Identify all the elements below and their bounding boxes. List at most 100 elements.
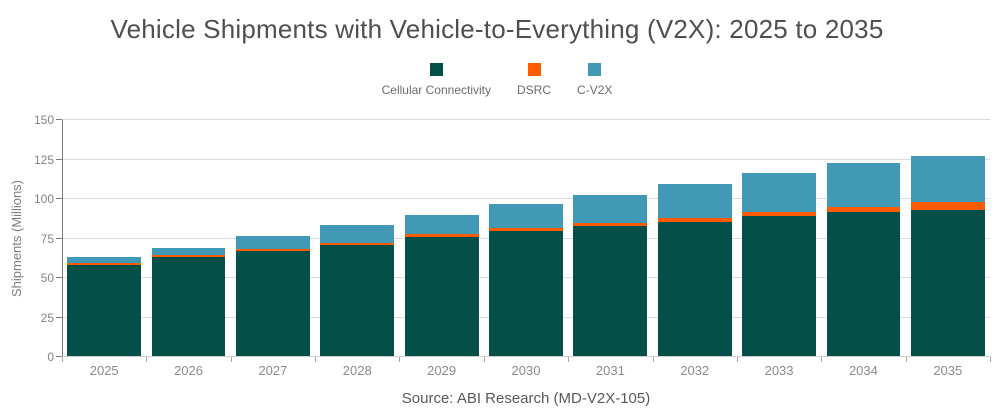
bar-segment-2030-c-v2x[interactable]: [489, 204, 563, 228]
y-tick-label-0: 0: [47, 350, 54, 364]
bar-segment-2031-cellular-connectivity[interactable]: [573, 225, 648, 357]
y-tick-label-125: 125: [33, 152, 54, 167]
y-axis-tick-labels: 0 25 50 75 100 125 150: [0, 113, 54, 364]
legend-item-dsrc[interactable]: DSRC: [517, 63, 551, 97]
bar-segment-2027-c-v2x[interactable]: [235, 236, 310, 249]
legend-item-cellular-connectivity[interactable]: Cellular Connectivity: [382, 63, 491, 97]
y-tick-label-75: 75: [40, 231, 54, 246]
bar-2033[interactable]: [742, 120, 816, 357]
bar-segment-2032-cellular-connectivity[interactable]: [657, 221, 732, 357]
legend-swatch-icon: [527, 63, 541, 76]
bar-segment-2028-dsrc[interactable]: [320, 242, 395, 245]
bar-2028[interactable]: [320, 120, 395, 357]
bar-segment-2029-cellular-connectivity[interactable]: [404, 236, 479, 357]
bar-slot-2027: [231, 120, 315, 357]
x-axis-category-labels: 2025 2026 2027 2028 2029 2030 2031 2032 2033 2034…: [62, 363, 990, 378]
bar-segment-2033-cellular-connectivity[interactable]: [742, 216, 816, 357]
x-category-label-2030: 2030: [511, 363, 541, 378]
bar-segment-2026-dsrc[interactable]: [151, 254, 226, 257]
x-category-label-2031: 2031: [595, 363, 625, 378]
y-tick-25: [56, 316, 62, 318]
bar-2031[interactable]: [573, 120, 648, 357]
bar-2025[interactable]: [67, 120, 142, 357]
bar-slot-2035: [906, 120, 990, 357]
bar-segment-2028-c-v2x[interactable]: [320, 225, 395, 243]
bar-segment-2032-dsrc[interactable]: [657, 217, 732, 222]
legend-label: C-V2X: [577, 83, 613, 97]
bar-segment-2030-cellular-connectivity[interactable]: [489, 230, 563, 357]
bar-segment-2031-c-v2x[interactable]: [573, 195, 648, 223]
bar-segment-2028-cellular-connectivity[interactable]: [320, 244, 395, 357]
x-tick-8: [736, 357, 738, 362]
gridline-150: [62, 119, 990, 120]
bar-segment-2026-c-v2x[interactable]: [151, 248, 226, 255]
bar-segment-2027-cellular-connectivity[interactable]: [235, 250, 310, 357]
bar-slot-2026: [146, 120, 230, 357]
x-tick-7: [652, 357, 654, 362]
x-tick-1: [146, 357, 148, 362]
bar-segment-2030-dsrc[interactable]: [489, 227, 563, 231]
bar-segment-2025-dsrc[interactable]: [67, 262, 142, 265]
x-category-label-2025: 2025: [89, 363, 119, 378]
bar-slot-2029: [399, 120, 483, 357]
bar-segment-2029-c-v2x[interactable]: [404, 215, 479, 235]
y-tick-150: [56, 119, 62, 120]
x-tick-5: [483, 357, 485, 362]
y-axis-line: [62, 120, 63, 357]
bar-slot-2034: [821, 120, 905, 357]
bar-segment-2031-dsrc[interactable]: [573, 222, 648, 226]
legend-label: DSRC: [517, 83, 552, 97]
bar-segment-2033-c-v2x[interactable]: [742, 172, 816, 213]
legend-item-c-v2x[interactable]: C-V2X: [577, 63, 612, 97]
x-tick-3: [315, 357, 317, 362]
bar-segment-2027-dsrc[interactable]: [235, 248, 310, 251]
x-tick-2: [230, 357, 232, 362]
bar-2027[interactable]: [235, 120, 310, 357]
y-tick-125: [56, 158, 62, 160]
bar-segment-2035-c-v2x[interactable]: [910, 155, 985, 203]
x-category-label-2028: 2028: [342, 363, 372, 378]
bar-segment-2035-cellular-connectivity[interactable]: [910, 210, 985, 357]
y-tick-0: [56, 356, 62, 357]
bar-segment-2029-dsrc[interactable]: [404, 234, 479, 237]
bar-2026[interactable]: [151, 120, 226, 357]
bar-segment-2026-cellular-connectivity[interactable]: [151, 257, 226, 357]
bar-segment-2035-dsrc[interactable]: [910, 202, 985, 211]
bar-segment-2025-cellular-connectivity[interactable]: [67, 264, 142, 357]
legend-swatch-icon: [429, 63, 443, 76]
y-tick-label-50: 50: [40, 271, 54, 286]
bar-segment-2034-c-v2x[interactable]: [826, 162, 901, 207]
gridline-125: [62, 158, 990, 160]
y-tick-label-100: 100: [33, 192, 54, 207]
x-tick-9: [821, 357, 823, 362]
legend-label: Cellular Connectivity: [381, 83, 492, 97]
x-tick-11: [990, 357, 991, 362]
legend-swatch-icon: [588, 63, 602, 76]
x-tick-0: [62, 357, 63, 362]
bar-series-container: [62, 120, 990, 357]
bar-2029[interactable]: [404, 120, 479, 357]
bar-segment-2033-dsrc[interactable]: [742, 212, 816, 217]
x-axis-line: [62, 356, 990, 357]
bar-2030[interactable]: [489, 120, 563, 357]
bar-slot-2031: [568, 120, 652, 357]
x-tick-10: [905, 357, 907, 362]
bar-segment-2025-c-v2x[interactable]: [67, 256, 142, 263]
bar-slot-2033: [737, 120, 821, 357]
bar-segment-2034-dsrc[interactable]: [826, 206, 901, 213]
x-category-label-2029: 2029: [427, 363, 457, 378]
x-category-label-2027: 2027: [258, 363, 288, 378]
y-tick-label-25: 25: [40, 310, 54, 325]
chart-title: Vehicle Shipments with Vehicle-to-Everyt…: [110, 14, 884, 44]
bar-segment-2034-cellular-connectivity[interactable]: [826, 212, 901, 357]
x-category-label-2033: 2033: [764, 363, 794, 378]
y-tick-50: [56, 277, 62, 279]
x-category-label-2034: 2034: [848, 363, 878, 378]
bar-2032[interactable]: [657, 120, 732, 357]
plot-area: [56, 119, 991, 362]
bar-2034[interactable]: [826, 120, 901, 357]
x-category-label-2035: 2035: [933, 363, 963, 378]
bar-segment-2032-c-v2x[interactable]: [657, 184, 732, 218]
bar-2035[interactable]: [910, 120, 985, 357]
